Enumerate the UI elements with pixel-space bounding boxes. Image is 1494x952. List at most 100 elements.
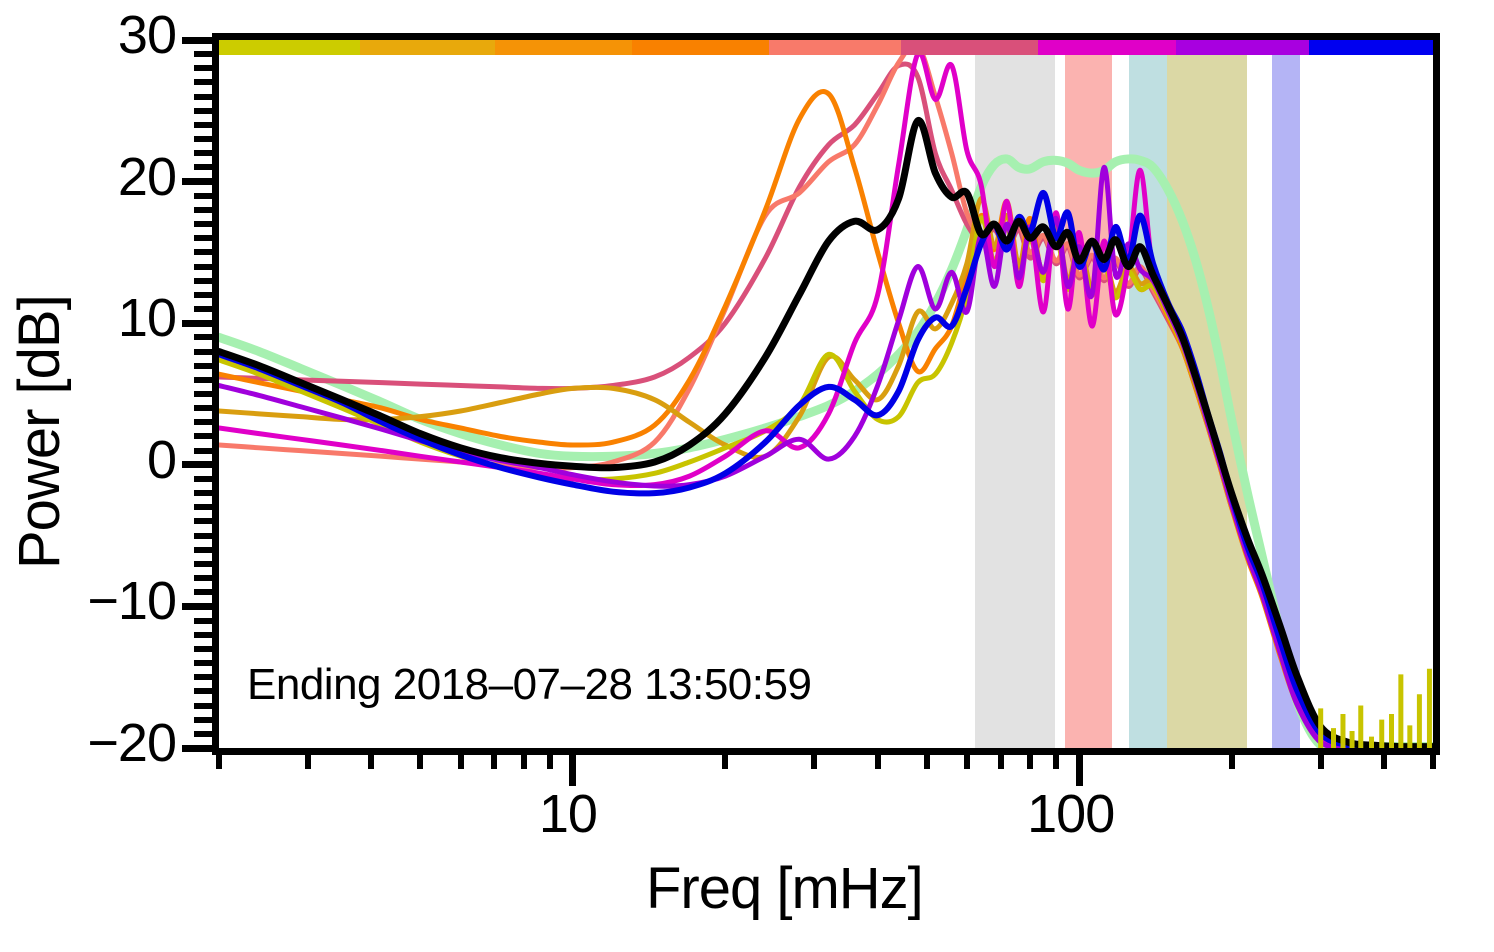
x-tick-label-10: 10 [538, 784, 598, 844]
y-tick-minor [194, 51, 212, 58]
ending-timestamp-annotation: Ending 2018–07–28 13:50:59 [247, 660, 812, 709]
y-tick-minor [194, 93, 212, 100]
x-tick-minor [997, 748, 1004, 769]
y-tick-minor [194, 631, 212, 638]
colorbar-segment-magenta [1038, 40, 1177, 55]
y-tick-minor [194, 405, 212, 412]
y-tick-major [182, 178, 212, 186]
x-tick-minor [923, 748, 930, 769]
y-tick-minor [194, 107, 212, 114]
x-tick-major [1075, 748, 1083, 786]
y-tick-minor [194, 716, 212, 723]
colorbar-segment-purple [1176, 40, 1310, 55]
y-tick-major [182, 602, 212, 610]
colorbar-segment-rose [901, 40, 1039, 55]
y-tick-minor [194, 263, 212, 270]
y-tick-minor [194, 348, 212, 355]
y-tick-major [182, 744, 212, 752]
y-tick-minor [194, 560, 212, 567]
y-tick-minor [194, 660, 212, 667]
y-tick-minor [194, 433, 212, 440]
y-tick-minor [194, 277, 212, 284]
x-tick-minor [1430, 748, 1436, 769]
x-tick-minor [1228, 748, 1235, 769]
y-tick-minor [194, 730, 212, 737]
plot-canvas: Ending 2018–07–28 13:50:59 [219, 40, 1433, 748]
y-tick-minor [194, 575, 212, 582]
x-tick-minor [874, 748, 881, 769]
y-tick-minor [194, 546, 212, 553]
y-tick-label-0: 0 [146, 429, 177, 490]
y-tick-minor [194, 419, 212, 426]
curve-magenta [219, 50, 1433, 748]
y-tick-minor [194, 164, 212, 171]
colorbar-segment-orange-light [494, 40, 632, 55]
y-tick-minor [194, 306, 212, 313]
y-tick-major [182, 461, 212, 469]
y-tick-minor [194, 291, 212, 298]
y-tick-minor [194, 79, 212, 86]
y-tick-minor [194, 249, 212, 256]
y-tick-major [182, 319, 212, 327]
x-tick-minor [1380, 748, 1387, 769]
x-tick-minor [457, 748, 464, 769]
x-tick-minor [1052, 748, 1059, 769]
y-tick-label-10: 10 [117, 288, 177, 349]
y-tick-minor [194, 65, 212, 72]
y-tick-label-30: 30 [117, 5, 177, 65]
y-tick-minor [194, 504, 212, 511]
y-tick-minor [194, 645, 212, 652]
y-tick-major [182, 36, 212, 44]
y-tick-minor [194, 391, 212, 397]
x-tick-label-100: 100 [1027, 784, 1115, 844]
x-tick-minor [491, 748, 498, 769]
spectra-curves [219, 41, 1433, 748]
x-tick-minor [722, 748, 729, 769]
frequency-colorbar [219, 40, 1433, 55]
y-tick-minor [194, 150, 212, 157]
y-axis-label: Power [dB] [7, 295, 72, 569]
y-tick-minor [194, 674, 212, 681]
y-tick-minor [194, 206, 212, 213]
y-tick-minor [194, 589, 212, 596]
x-axis-label: Freq [mHz] [646, 856, 924, 921]
colorbar-segment-goldenrod [359, 40, 495, 55]
y-tick-minor [194, 121, 212, 128]
y-tick-minor [194, 192, 212, 199]
y-tick-minor [194, 532, 212, 539]
colorbar-segment-blue [1309, 40, 1433, 55]
y-tick-minor [194, 136, 212, 143]
curve-lightgreen [219, 154, 1433, 748]
y-tick-minor [194, 688, 212, 695]
y-tick-minor [194, 702, 212, 709]
x-tick-major [569, 748, 577, 786]
y-tick-minor [194, 235, 212, 242]
curve-black-mean [219, 117, 1433, 748]
y-tick-label-20: 20 [117, 146, 177, 207]
curve-olive-noise-tail [1318, 668, 1432, 748]
y-tick-minor [194, 617, 212, 624]
y-tick-minor [194, 334, 212, 341]
y-tick-minor [194, 376, 212, 383]
x-tick-minor [368, 748, 375, 769]
plot-area: Ending 2018–07–28 13:50:59 [212, 33, 1440, 755]
x-tick-minor [216, 748, 222, 769]
x-tick-minor [305, 748, 312, 769]
y-tick-label-neg20: −20 [87, 713, 177, 773]
colorbar-segment-olive-yellow [219, 40, 360, 55]
y-tick-minor [194, 518, 212, 525]
y-tick-minor [194, 475, 212, 482]
x-tick-minor [1317, 748, 1324, 769]
y-tick-minor [194, 490, 212, 497]
colorbar-segment-orange-deep [631, 40, 769, 55]
y-tick-minor [194, 362, 212, 369]
y-tick-minor [194, 221, 212, 228]
x-tick-minor [963, 748, 970, 769]
y-tick-minor [194, 447, 212, 454]
colorbar-segment-salmon [768, 40, 902, 55]
x-tick-minor [546, 748, 553, 769]
x-tick-minor [520, 748, 527, 769]
x-tick-minor [811, 748, 818, 769]
x-tick-minor [417, 748, 424, 769]
